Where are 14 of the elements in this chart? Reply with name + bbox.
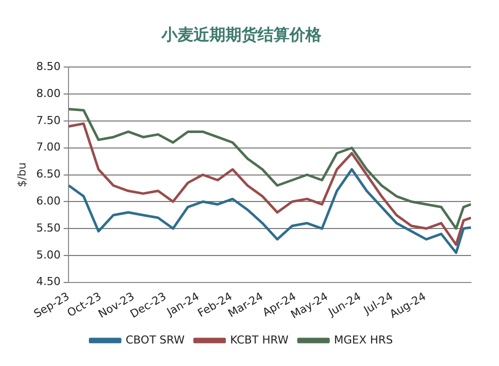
y-tick-label: 5.00 [36,248,61,262]
y-tick-label: 6.50 [36,168,61,181]
legend-label: CBOT SRW [126,333,185,346]
y-tick-label: 8.00 [36,86,61,100]
y-tick-label: 5.50 [36,221,61,234]
y-tick-label: 4.50 [36,275,61,288]
legend-label: MGEX HRS [334,333,393,346]
y-tick-label: 7.00 [36,140,61,154]
y-tick-label: 8.50 [36,60,61,74]
y-tick-label: 7.50 [36,114,61,127]
y-tick-label: 6.00 [36,194,61,208]
chart-title: 小麦近期期货结算价格 [160,24,322,44]
y-axis-title: $/bu [15,162,28,188]
legend-label: KCBT HRW [230,333,289,346]
